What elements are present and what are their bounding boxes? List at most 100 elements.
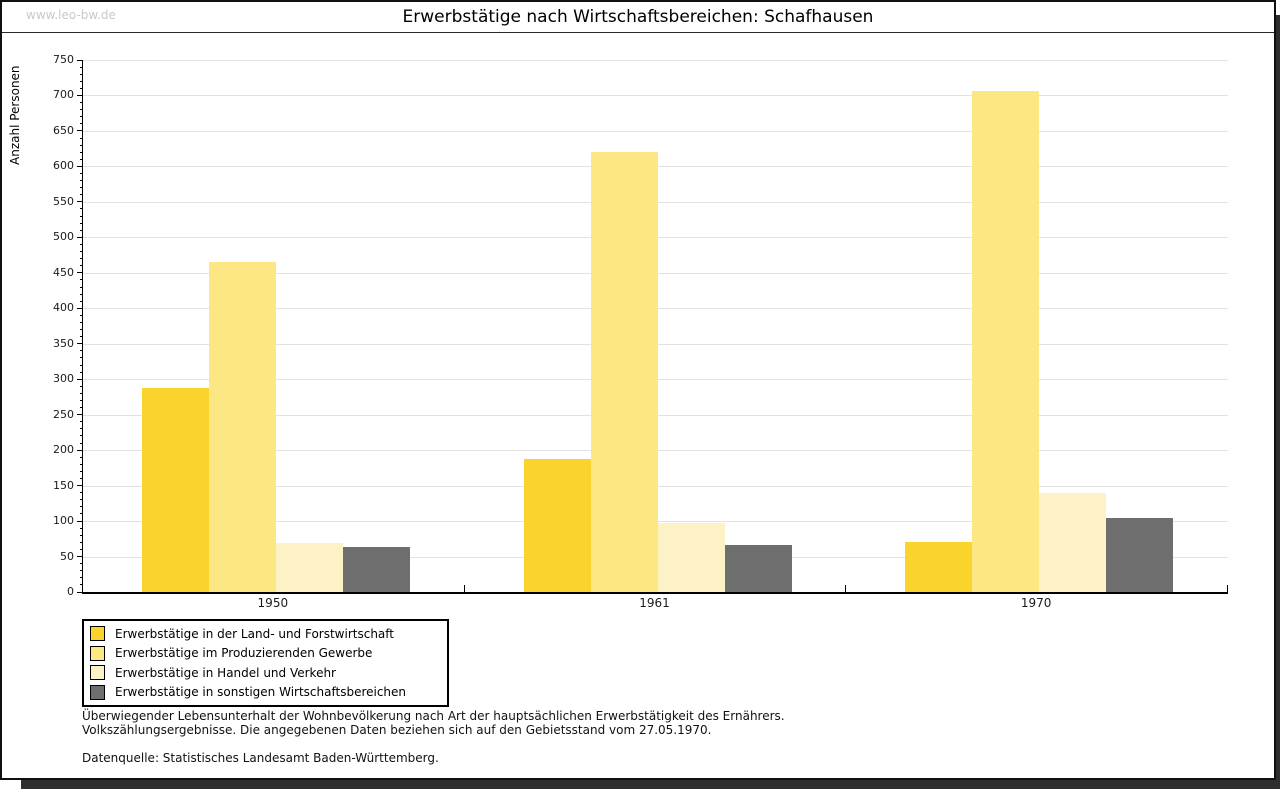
y-minor-tick [80, 151, 83, 153]
y-minor-tick [80, 350, 83, 352]
y-minor-tick [80, 421, 83, 423]
y-minor-tick [80, 499, 83, 501]
y-major-tick [77, 201, 83, 203]
y-major-tick [77, 307, 83, 309]
y-axis-title: Anzahl Personen [8, 65, 22, 165]
y-minor-tick [80, 336, 83, 338]
header-divider [2, 32, 1274, 33]
gridline [83, 60, 1228, 61]
y-tick-label: 350 [53, 336, 74, 350]
y-minor-tick [80, 208, 83, 210]
y-major-tick [77, 485, 83, 487]
bar [972, 90, 1040, 592]
bar [141, 388, 209, 592]
y-tick-label: 450 [53, 265, 74, 279]
y-tick-label: 750 [53, 53, 74, 66]
legend-item: Erwerbstätige im Produzierenden Gewerbe [90, 644, 441, 664]
y-minor-tick [80, 506, 83, 508]
bar [590, 152, 658, 592]
legend-item: Erwerbstätige in der Land- und Forstwirt… [90, 624, 441, 644]
legend-label: Erwerbstätige im Produzierenden Gewerbe [115, 646, 373, 661]
legend-label: Erwerbstätige in Handel und Verkehr [115, 665, 336, 680]
y-minor-tick [80, 548, 83, 550]
gridline [83, 130, 1228, 132]
bar [1039, 492, 1107, 592]
y-minor-tick [80, 534, 83, 536]
y-minor-tick [80, 321, 83, 323]
y-minor-tick [80, 243, 83, 245]
bar [905, 542, 973, 592]
x-category-label: 1950 [257, 596, 289, 610]
y-minor-tick [80, 570, 83, 572]
y-major-tick [77, 165, 83, 167]
y-minor-tick [80, 187, 83, 189]
y-tick-label: 400 [53, 301, 74, 315]
watermark: www.leo-bw.de [26, 8, 116, 22]
y-tick-label: 200 [53, 443, 74, 457]
legend-swatch [90, 626, 105, 642]
y-minor-tick [80, 541, 83, 543]
y-major-tick [77, 414, 83, 416]
y-minor-tick [80, 293, 83, 295]
y-major-tick [77, 556, 83, 558]
y-minor-tick [80, 435, 83, 437]
y-minor-tick [80, 137, 83, 139]
y-minor-tick [80, 463, 83, 465]
y-major-tick [77, 449, 83, 451]
y-minor-tick [80, 66, 83, 68]
y-minor-tick [80, 194, 83, 196]
legend: Erwerbstätige in der Land- und Forstwirt… [82, 619, 449, 707]
y-minor-tick [80, 442, 83, 444]
y-minor-tick [80, 286, 83, 288]
bar [1106, 517, 1174, 592]
y-minor-tick [80, 513, 83, 515]
y-minor-tick [80, 144, 83, 146]
y-minor-tick [80, 371, 83, 373]
y-minor-tick [80, 180, 83, 182]
x-tick [464, 585, 465, 592]
x-axis-labels: 1950 1961 1970 [82, 596, 1227, 612]
y-tick-label: 50 [60, 549, 74, 563]
y-minor-tick [80, 265, 83, 267]
y-minor-tick [80, 357, 83, 359]
y-major-tick [77, 130, 83, 132]
footnote-line-1: Überwiegender Lebensunterhalt der Wohnbe… [82, 709, 785, 723]
y-minor-tick [80, 300, 83, 302]
y-minor-tick [80, 87, 83, 89]
gridline [83, 95, 1228, 97]
bar [342, 546, 410, 592]
y-minor-tick [80, 173, 83, 174]
plot-area: 0 50 100 150 200 250 300 350 400 450 500 550 600 650 7… [53, 53, 1228, 598]
footnote-line-2: Volkszählungsergebnisse. Die angegebenen… [82, 723, 712, 737]
chart-title: Erwerbstätige nach Wirtschaftsbereichen:… [402, 7, 874, 27]
y-minor-tick [80, 229, 83, 231]
legend-swatch [90, 645, 105, 661]
legend-label: Erwerbstätige in der Land- und Forstwirt… [115, 626, 394, 641]
y-minor-tick [80, 116, 83, 118]
y-tick-label: 100 [53, 514, 74, 528]
y-minor-tick [80, 456, 83, 458]
y-minor-tick [80, 109, 83, 111]
bar [275, 543, 343, 592]
y-minor-tick [80, 399, 83, 401]
y-minor-tick [80, 385, 83, 387]
legend-swatch [90, 684, 105, 700]
legend-label: Erwerbstätige in sonstigen Wirtschaftsbe… [115, 685, 407, 700]
y-minor-tick [80, 102, 83, 104]
y-minor-tick [80, 470, 83, 472]
y-major-tick [77, 343, 83, 345]
legend-item: Erwerbstätige in Handel und Verkehr [90, 663, 441, 683]
y-minor-tick [80, 584, 83, 586]
y-minor-tick [80, 428, 83, 430]
y-major-tick [77, 272, 83, 274]
y-major-tick [77, 520, 83, 522]
bar [523, 458, 591, 592]
y-minor-tick [80, 577, 83, 579]
y-minor-tick [80, 392, 83, 394]
y-minor-tick [80, 80, 83, 82]
x-tick [1227, 585, 1228, 592]
legend-item: Erwerbstätige in sonstigen Wirtschaftsbe… [90, 683, 441, 703]
y-minor-tick [80, 222, 83, 224]
y-tick-label: 650 [53, 123, 74, 137]
y-tick-label: 250 [53, 407, 74, 421]
